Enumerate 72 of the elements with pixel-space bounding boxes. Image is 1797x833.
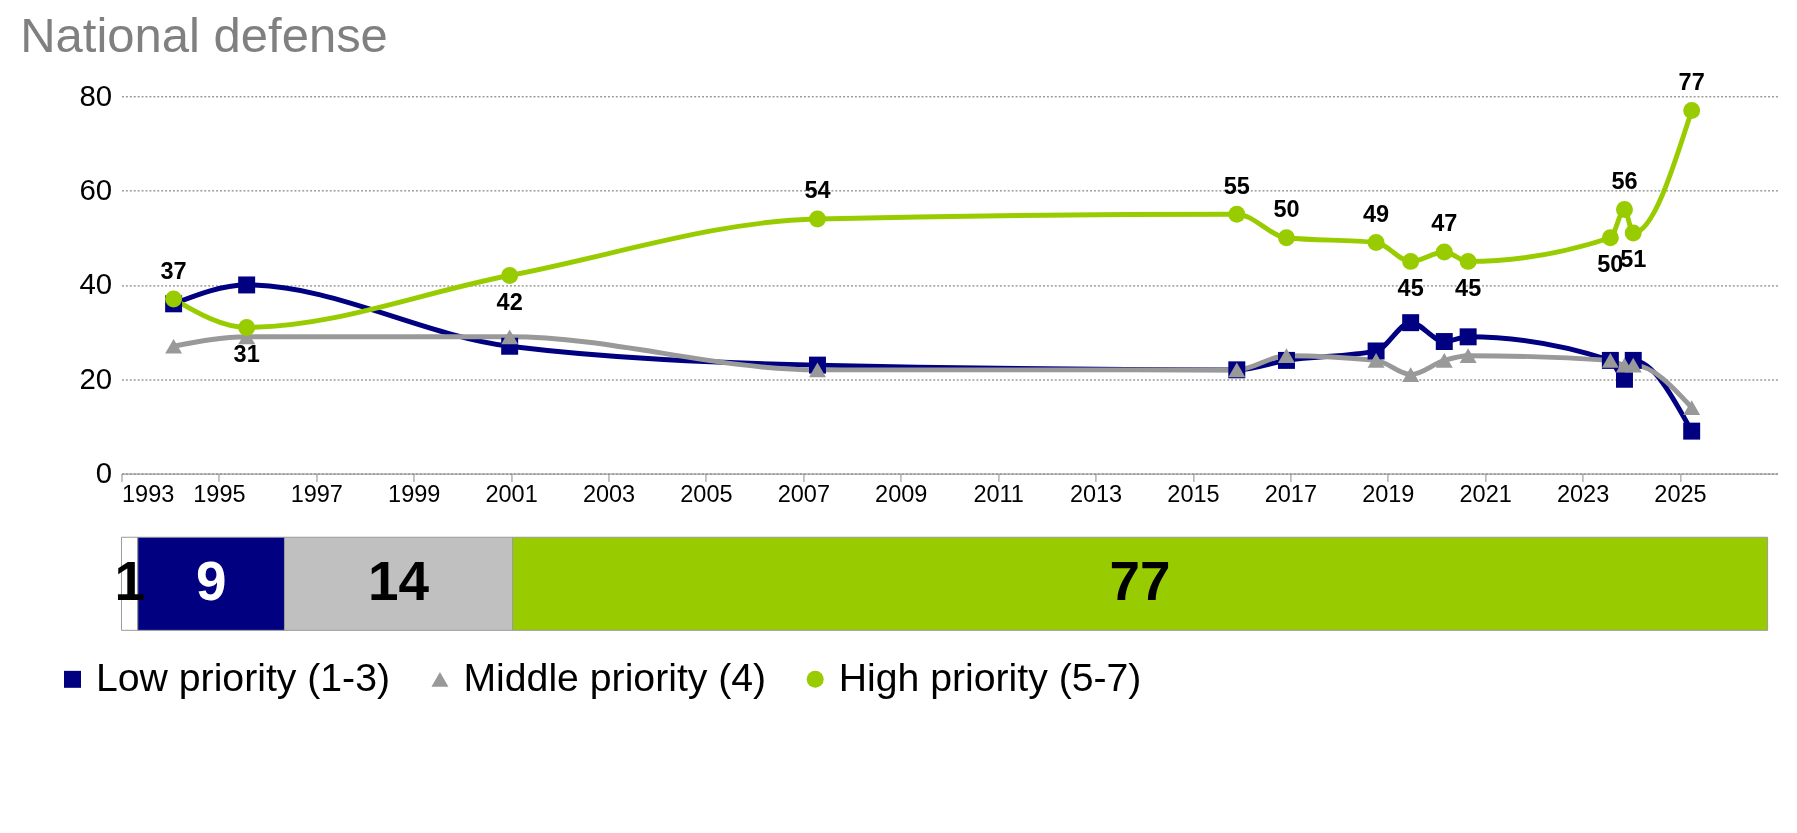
- x-tick-label: 2001: [485, 481, 538, 508]
- point: [1683, 102, 1701, 119]
- y-tick-label: 0: [95, 455, 113, 489]
- legend-label: Low priority (1-3): [96, 656, 391, 700]
- point: [1459, 328, 1477, 346]
- point: [1683, 422, 1701, 440]
- point: [1367, 353, 1385, 368]
- x-tick-label: 2025: [1654, 481, 1707, 508]
- x-tick-label: 2009: [875, 481, 928, 508]
- point: [1624, 224, 1642, 242]
- point: [165, 338, 183, 354]
- point: [808, 362, 826, 378]
- x-tick-label: 2021: [1459, 481, 1512, 508]
- data-label: 42: [496, 288, 523, 315]
- data-label: 77: [1109, 550, 1171, 613]
- data-label: 14: [368, 550, 430, 613]
- point: [1402, 367, 1420, 382]
- point: [1228, 205, 1246, 223]
- data-label: 55: [1223, 172, 1250, 199]
- x-tick-label: 1995: [193, 481, 246, 508]
- x-tick-label: 2011: [973, 481, 1024, 508]
- point: [1435, 353, 1453, 368]
- data-label: 54: [804, 177, 831, 204]
- point: [1367, 342, 1385, 360]
- point: [1615, 370, 1633, 388]
- data-label: 56: [1611, 167, 1638, 194]
- point: [501, 329, 519, 345]
- x-tick-label: 2013: [1069, 481, 1123, 508]
- data-label: 47: [1431, 210, 1458, 237]
- legend-label: Middle priority (4): [463, 656, 767, 700]
- y-tick-label: 40: [79, 267, 113, 301]
- x-tick-label: 1997: [290, 481, 343, 508]
- point: [1615, 201, 1633, 218]
- data-label: 9: [195, 550, 227, 613]
- x-tick-label: 2003: [582, 481, 636, 508]
- point: [165, 290, 183, 308]
- y-tick-label: 80: [79, 78, 113, 112]
- point: [1277, 229, 1295, 247]
- data-label: 77: [1678, 68, 1705, 95]
- point: [1402, 252, 1420, 270]
- data-label: 45: [1455, 274, 1482, 301]
- data-label: 50: [1273, 196, 1300, 223]
- x-tick-label: 2005: [680, 481, 733, 508]
- x-tick-label: 2023: [1556, 481, 1610, 508]
- y-tick-label: 20: [79, 361, 113, 395]
- y-tick-label: 60: [79, 172, 113, 206]
- point: [1435, 243, 1453, 261]
- data-label: 49: [1363, 200, 1390, 227]
- x-tick-label: 2007: [777, 481, 830, 508]
- point: [1683, 400, 1701, 415]
- x-tick-label: 1993: [121, 481, 175, 508]
- x-tick-label: 2019: [1362, 481, 1415, 508]
- point: [1459, 252, 1477, 270]
- point: [1459, 348, 1477, 364]
- x-tick-label: 2017: [1264, 481, 1317, 508]
- point: [808, 210, 826, 228]
- point: [501, 267, 519, 284]
- point: [1402, 314, 1420, 332]
- data-label: 37: [160, 257, 187, 284]
- point: [238, 276, 256, 294]
- data-label: 45: [1397, 274, 1424, 301]
- point: [1435, 333, 1453, 351]
- data-label: 31: [233, 340, 260, 367]
- point: [1624, 357, 1642, 373]
- x-tick-label: 1999: [388, 481, 441, 508]
- legend-label: High priority (5-7): [838, 656, 1142, 700]
- point: [238, 318, 256, 336]
- point: [1367, 234, 1385, 251]
- point: [1277, 348, 1295, 364]
- chart-title: National defense: [20, 7, 388, 62]
- point: [1601, 229, 1619, 247]
- x-tick-label: 2015: [1167, 481, 1220, 508]
